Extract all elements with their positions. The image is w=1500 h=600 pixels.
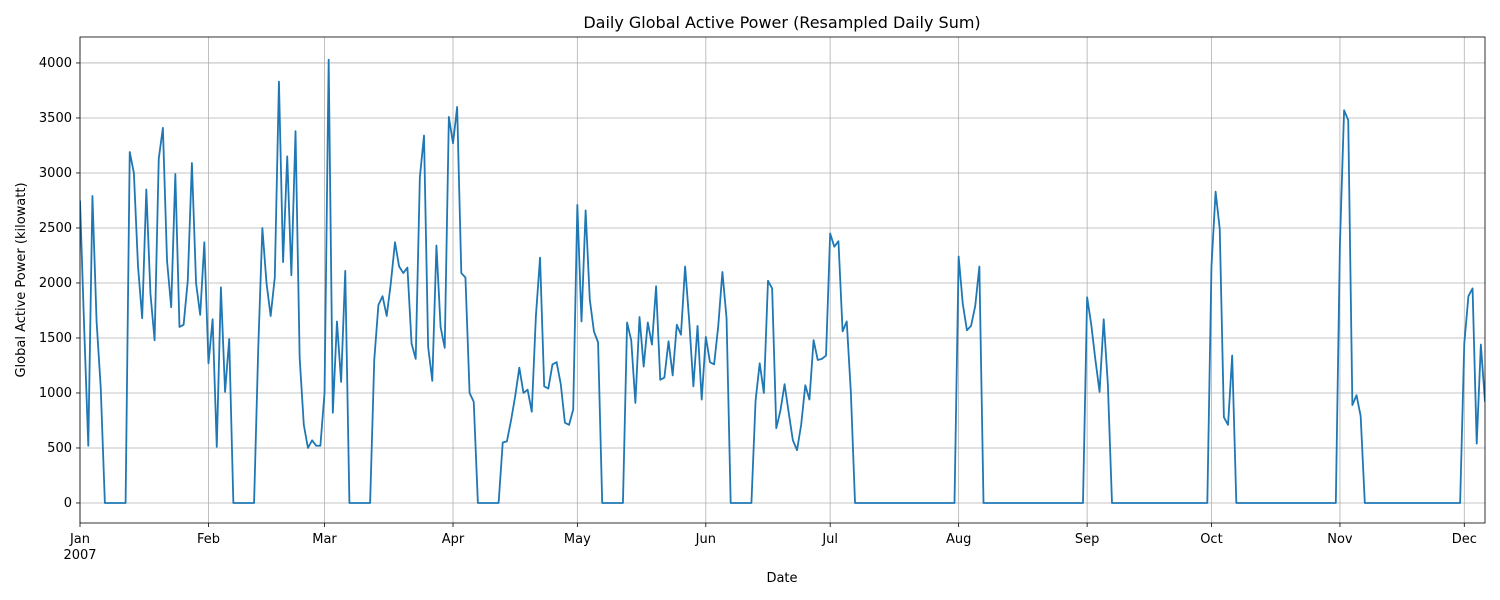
- y-tick-label: 3500: [39, 111, 72, 126]
- y-tick-label: 1500: [39, 331, 72, 346]
- x-tick-label: Jun: [695, 532, 716, 547]
- x-tick-label: Jan 2007: [63, 532, 96, 563]
- x-tick-label: May: [564, 532, 591, 547]
- y-tick-label: 3000: [39, 166, 72, 181]
- y-tick-label: 0: [64, 496, 72, 511]
- y-tick-label: 1000: [39, 386, 72, 401]
- plot-frame: [79, 36, 1486, 524]
- y-tick-label: 2500: [39, 221, 72, 236]
- x-tick-label: Dec: [1452, 532, 1477, 547]
- x-tick-label: Apr: [442, 532, 465, 547]
- x-tick-label: Oct: [1200, 532, 1222, 547]
- x-tick-label: Jul: [821, 532, 838, 547]
- x-axis-label: Date: [766, 571, 797, 586]
- x-tick-label: Aug: [946, 532, 971, 547]
- y-tick-label: 4000: [39, 56, 72, 71]
- y-axis-label: Global Active Power (kilowatt): [14, 182, 29, 377]
- x-tick-label: Feb: [197, 532, 220, 547]
- data-line: [80, 58, 1485, 504]
- x-tick-label: Sep: [1075, 532, 1100, 547]
- x-tick-label: Nov: [1327, 532, 1353, 547]
- x-tick-label: Mar: [312, 532, 337, 547]
- y-tick-label: 500: [47, 441, 72, 456]
- y-tick-label: 2000: [39, 276, 72, 291]
- chart-title: Daily Global Active Power (Resampled Dai…: [583, 13, 980, 32]
